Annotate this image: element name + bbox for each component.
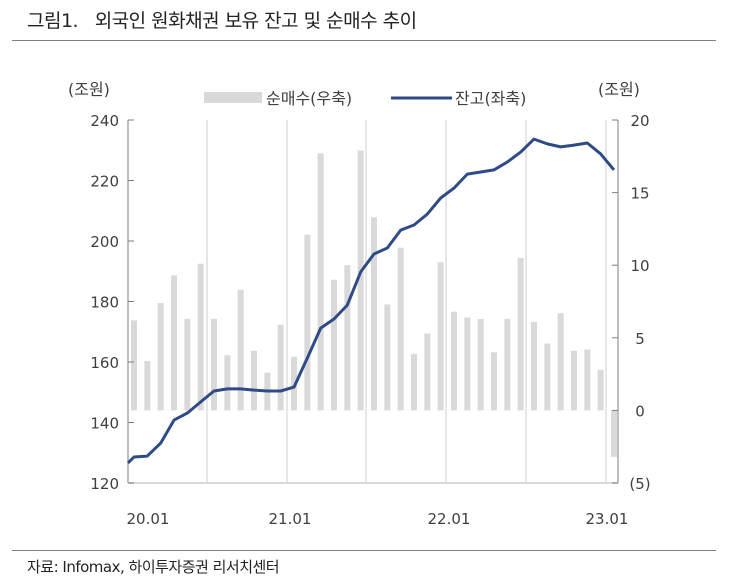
bar-22.12	[597, 369, 604, 411]
bar-22.04	[491, 352, 497, 411]
bar-20.09	[237, 289, 244, 411]
source-note: 자료: Infomax, 하이투자증권 리서치센터	[27, 558, 280, 576]
bar-20.08	[224, 355, 231, 411]
bar-21.02	[304, 234, 311, 411]
bar-20.05	[184, 318, 191, 411]
bar-21.12	[437, 262, 444, 411]
bar-22.01	[451, 311, 457, 411]
bar-20.01	[131, 320, 137, 411]
bar-20.06	[197, 263, 204, 411]
bar-22.06	[517, 257, 524, 411]
right-tick-label: 10	[630, 257, 649, 275]
legend-label-balance: 잔고(좌축)	[455, 89, 526, 108]
bar-21.09	[397, 247, 404, 411]
bar-22.07	[531, 321, 537, 411]
bar-22.05	[504, 318, 511, 411]
bar-22.03	[477, 318, 484, 411]
bar-20.10	[251, 350, 257, 411]
bar-21.11	[424, 333, 431, 411]
bar-22.09	[557, 313, 564, 411]
right-tick-label: 15	[630, 185, 649, 203]
bar-20.12	[277, 324, 284, 411]
left-tick-label: 220	[90, 173, 119, 191]
balance-line	[126, 137, 616, 465]
left-tick-label: 240	[90, 112, 119, 130]
bar-22.10	[571, 350, 577, 411]
bar-22.08	[544, 343, 551, 411]
right-tick-label: (5)	[629, 475, 650, 493]
legend-label-net-purchase: 순매수(우축)	[266, 89, 352, 108]
right-axis-labels: 20 15 10 5 0 (5)	[629, 112, 650, 493]
right-tick-label: 20	[630, 112, 649, 130]
x-tick-label: 23.01	[586, 510, 629, 528]
x-tick-label: 21.01	[269, 510, 312, 528]
bar-22.11	[584, 349, 591, 411]
x-tick-label: 20.01	[127, 510, 170, 528]
bar-20.04	[171, 275, 177, 411]
left-axis-labels: 240 220 200 180 160 140 120	[90, 112, 119, 493]
right-axis-unit: (조원)	[598, 80, 640, 99]
right-tick-label: 0	[635, 402, 645, 420]
x-tick-label: 22.01	[428, 510, 471, 528]
left-axis-unit: (조원)	[68, 80, 110, 99]
right-tick-label: 5	[635, 330, 645, 348]
figure-title: 그림1. 외국인 원화채권 보유 잔고 및 순매수 추이	[27, 10, 417, 32]
legend: 순매수(우축) 잔고(좌축)	[204, 89, 526, 108]
left-tick-label: 160	[90, 354, 119, 372]
bar-20.03	[157, 302, 164, 411]
left-tick-label: 140	[90, 415, 119, 433]
top-divider	[12, 40, 716, 41]
net-purchase-bars	[131, 150, 617, 457]
bar-21.10	[411, 353, 417, 411]
axes	[127, 119, 619, 484]
bar-20.07	[211, 318, 217, 411]
left-tick-label: 180	[90, 294, 119, 312]
left-tick-label: 200	[90, 233, 119, 251]
bar-23.01	[611, 410, 617, 457]
bar-20.02	[144, 361, 151, 411]
bottom-divider	[12, 550, 716, 551]
x-axis-labels: 20.01 21.01 22.01 23.01	[127, 510, 629, 528]
vertical-gridlines	[206, 120, 607, 483]
bar-21.05	[344, 265, 351, 411]
bar-21.08	[384, 304, 391, 411]
bar-21.04	[331, 279, 337, 411]
left-tick-label: 120	[90, 475, 119, 493]
legend-bar-swatch	[204, 92, 262, 103]
bar-21.06	[357, 150, 364, 411]
bar-22.02	[464, 317, 471, 411]
bar-21.07	[371, 217, 377, 411]
bar-21.03	[317, 153, 324, 411]
